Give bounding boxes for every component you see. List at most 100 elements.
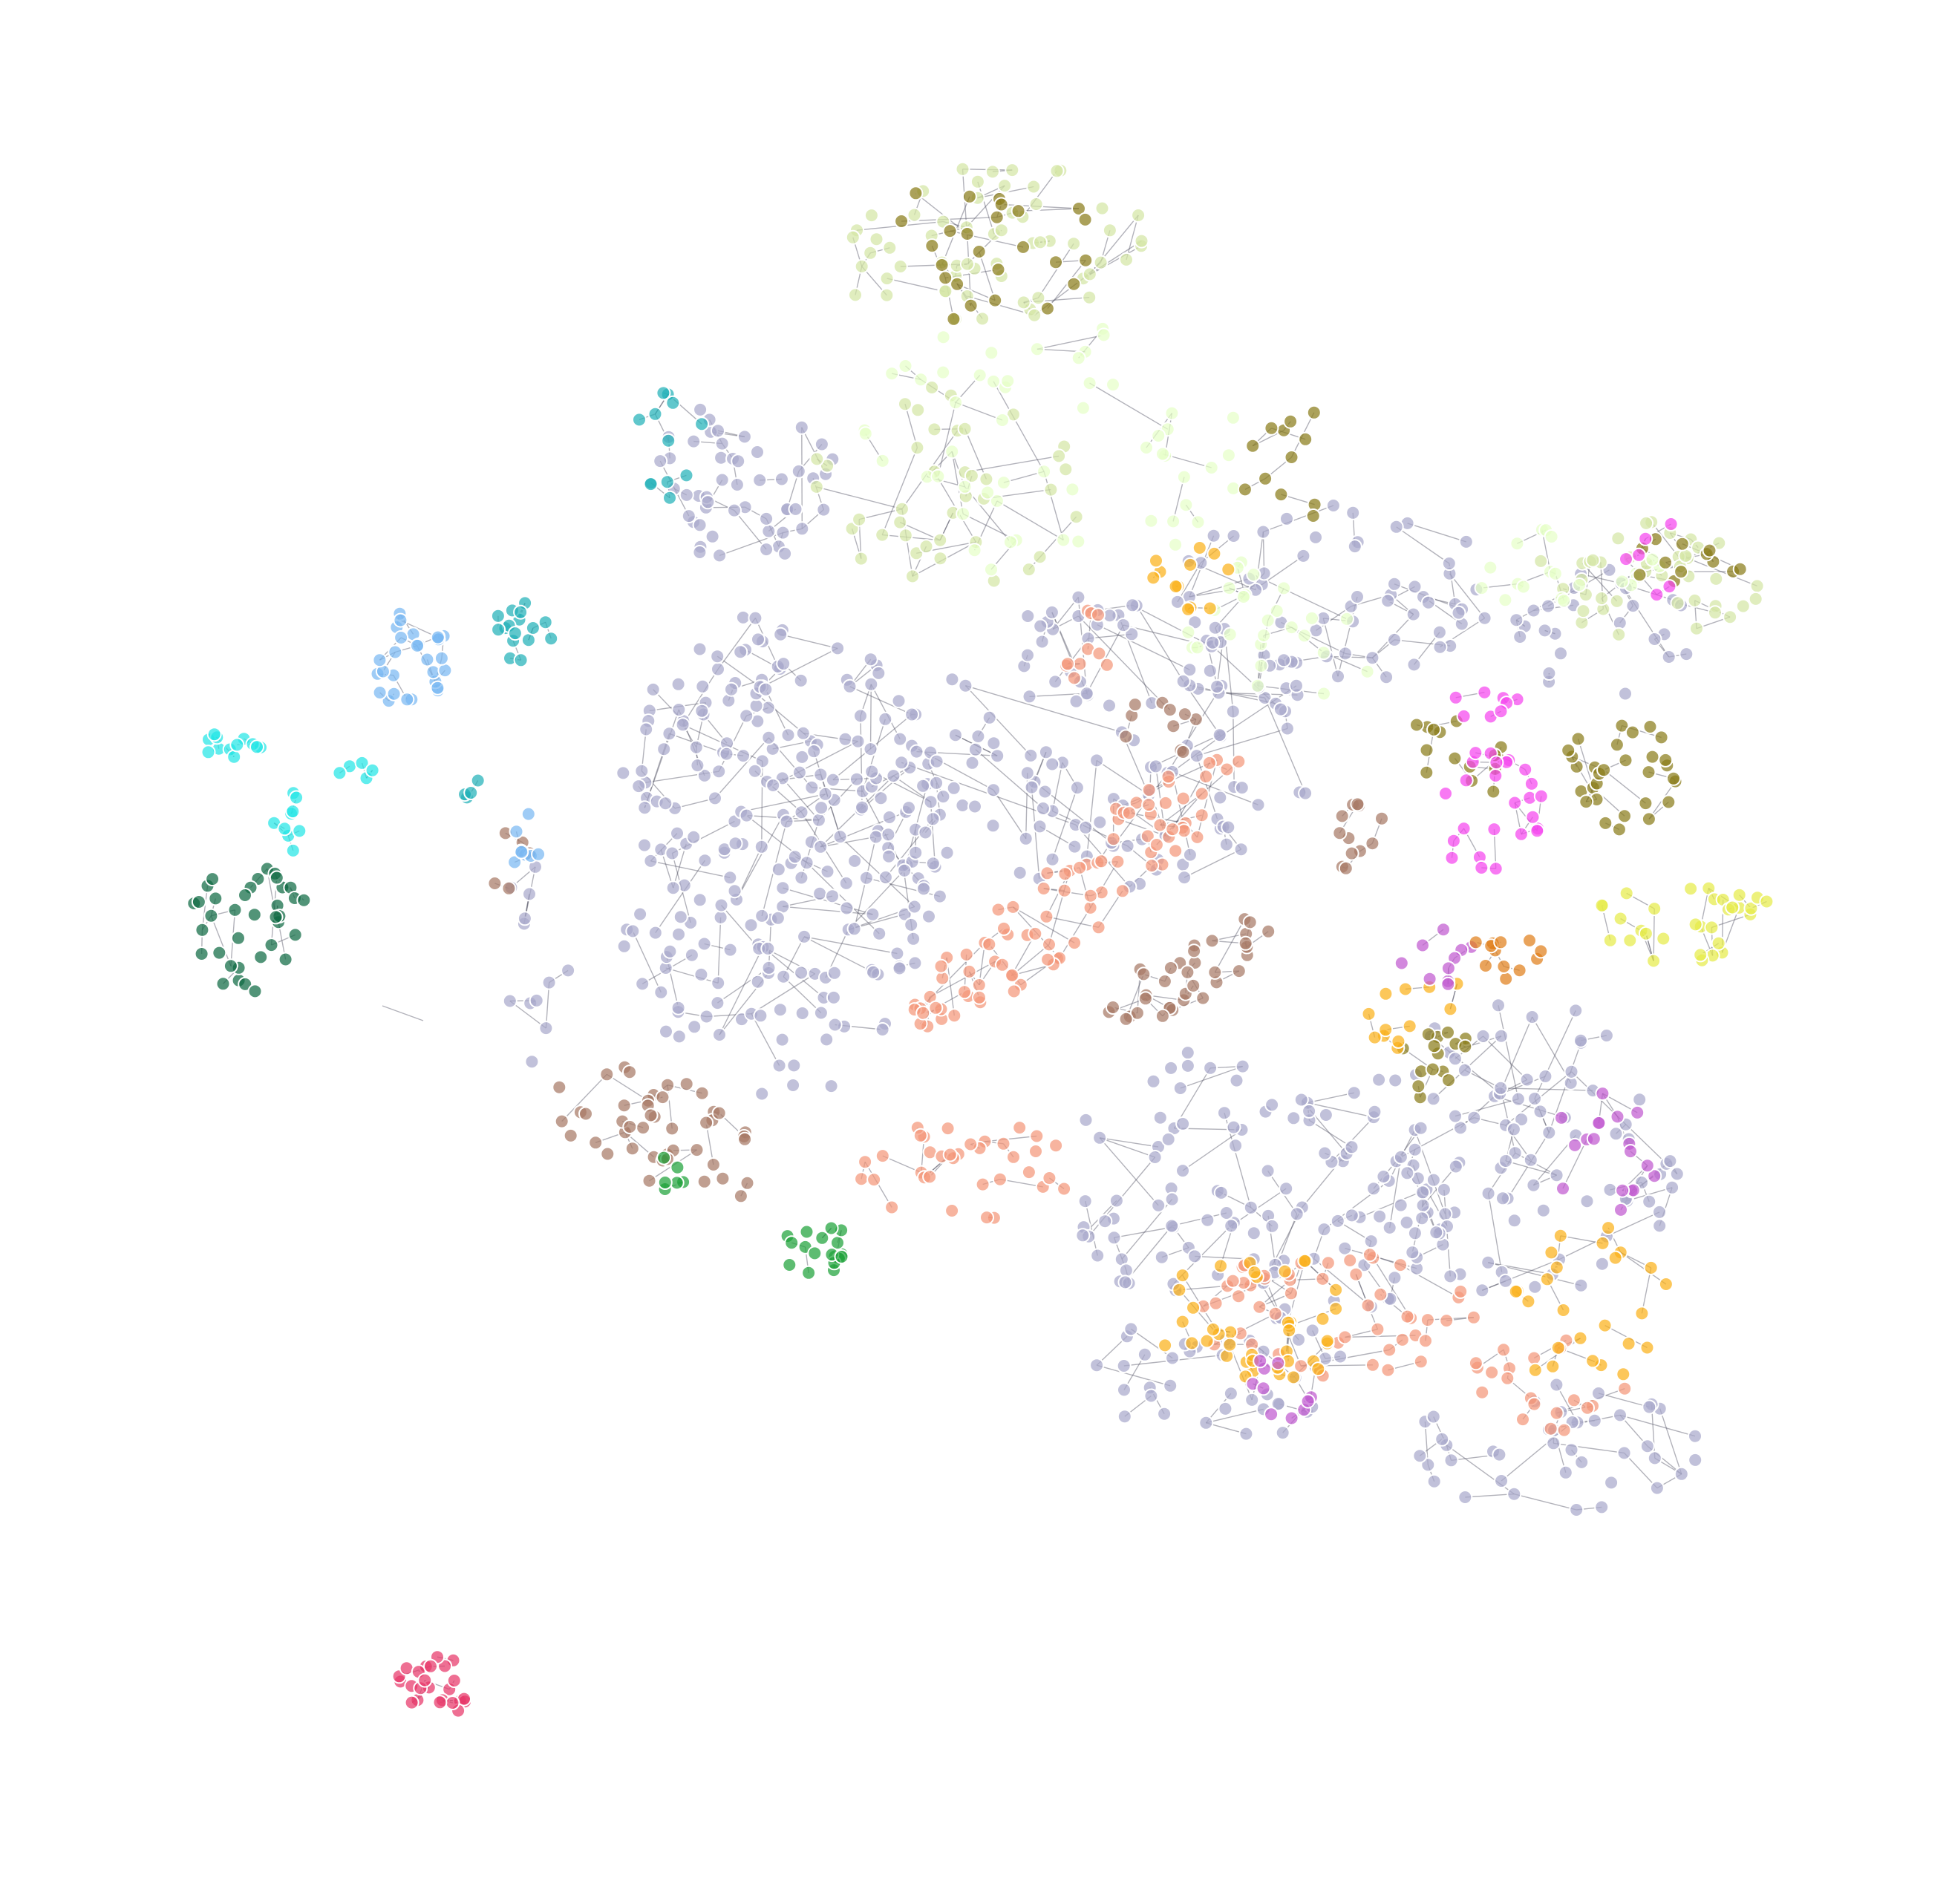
- graph-node: [964, 468, 979, 483]
- graph-node: [679, 487, 694, 503]
- graph-node: [1057, 883, 1072, 898]
- graph-edge: [782, 777, 820, 821]
- graph-node: [1419, 765, 1434, 780]
- graph-node: [694, 416, 710, 432]
- graph-node: [671, 1029, 687, 1044]
- graph-node: [1147, 1150, 1163, 1165]
- graph-node: [795, 725, 811, 741]
- graph-edge: [1089, 382, 1169, 430]
- graph-node: [924, 380, 940, 395]
- graph-node: [1493, 1028, 1509, 1044]
- graph-node: [714, 472, 730, 488]
- graph-node: [773, 627, 789, 642]
- graph-node: [1613, 1202, 1628, 1217]
- graph-edge: [1177, 562, 1201, 603]
- graph-node: [816, 502, 832, 517]
- graph-node: [1139, 440, 1154, 455]
- graph-node: [632, 412, 647, 428]
- graph-node: [1407, 1226, 1423, 1241]
- graph-node: [541, 975, 557, 990]
- graph-edge: [716, 655, 761, 687]
- graph-node: [748, 610, 763, 626]
- graph-node: [1036, 881, 1051, 896]
- graph-edge: [763, 946, 824, 998]
- graph-node: [955, 161, 970, 177]
- graph-node: [665, 880, 681, 896]
- graph-node: [1116, 618, 1131, 633]
- graph-edge: [1043, 471, 1064, 540]
- graph-node: [1725, 900, 1740, 915]
- graph-node: [1337, 1240, 1353, 1256]
- graph-edge: [840, 836, 915, 908]
- graph-node: [1273, 487, 1289, 503]
- graph-node: [1091, 920, 1106, 935]
- graph-node: [812, 886, 828, 901]
- graph-node: [1549, 1168, 1564, 1183]
- graph-edge: [1018, 208, 1080, 212]
- graph-edge: [1372, 1257, 1411, 1319]
- graph-node: [694, 1085, 710, 1101]
- graph-node: [794, 749, 810, 765]
- graph-node: [1380, 593, 1396, 609]
- graph-node: [1165, 1350, 1180, 1366]
- graph-node: [1039, 866, 1055, 881]
- graph-node: [971, 244, 987, 259]
- graph-node: [1359, 664, 1375, 679]
- graph-node: [696, 768, 712, 783]
- graph-node: [940, 1121, 956, 1136]
- graph-node: [1526, 603, 1541, 618]
- graph-edge: [1099, 1137, 1155, 1158]
- graph-node: [695, 678, 711, 694]
- graph-node: [1632, 1092, 1648, 1108]
- graph-node: [827, 1017, 843, 1033]
- graph-node: [897, 863, 913, 878]
- graph-node: [670, 1159, 685, 1175]
- graph-node: [1524, 1010, 1540, 1024]
- graph-node: [1619, 552, 1633, 567]
- graph-node: [811, 812, 826, 828]
- graph-node: [1082, 289, 1097, 305]
- graph-node: [967, 799, 982, 814]
- graph-node: [1426, 1038, 1442, 1054]
- graph-node: [996, 1136, 1011, 1151]
- graph-edge: [762, 647, 838, 687]
- graph-node: [1184, 1335, 1200, 1351]
- graph-node: [858, 870, 874, 886]
- graph-node: [1175, 1314, 1190, 1329]
- graph-node: [1261, 923, 1276, 939]
- graph-edge: [964, 685, 1031, 756]
- graph-node: [1066, 276, 1082, 292]
- graph-node: [1331, 669, 1345, 684]
- graph-node: [986, 373, 1002, 389]
- graph-node: [1065, 482, 1080, 497]
- graph-node: [1071, 201, 1086, 216]
- graph-node: [1613, 1407, 1628, 1423]
- graph-node: [1594, 1499, 1610, 1515]
- graph-node: [1333, 1349, 1348, 1364]
- graph-node: [1362, 1247, 1377, 1263]
- graph-node: [1414, 1211, 1430, 1226]
- graph-node: [736, 748, 751, 764]
- graph-node: [631, 779, 647, 794]
- graph-node: [665, 845, 680, 861]
- graph-node: [1328, 1301, 1344, 1317]
- graph-node: [1493, 935, 1509, 950]
- graph-node: [975, 311, 990, 327]
- graph-node: [1036, 464, 1052, 480]
- graph-node: [1296, 548, 1311, 563]
- graph-edge: [965, 685, 1123, 733]
- graph-node: [774, 471, 789, 487]
- graph-node: [1228, 1138, 1244, 1154]
- graph-node: [1647, 632, 1662, 647]
- graph-node: [1406, 657, 1422, 673]
- graph-node: [1609, 593, 1625, 609]
- graph-node: [1144, 858, 1160, 874]
- graph-node: [1154, 1249, 1169, 1265]
- graph-node: [1546, 1436, 1561, 1451]
- graph-node: [786, 1058, 802, 1073]
- graph-node: [1436, 1182, 1452, 1197]
- graph-node: [1170, 594, 1185, 609]
- graph-node: [1057, 866, 1073, 882]
- graph-node: [1561, 742, 1576, 758]
- graph-node: [1498, 1273, 1513, 1289]
